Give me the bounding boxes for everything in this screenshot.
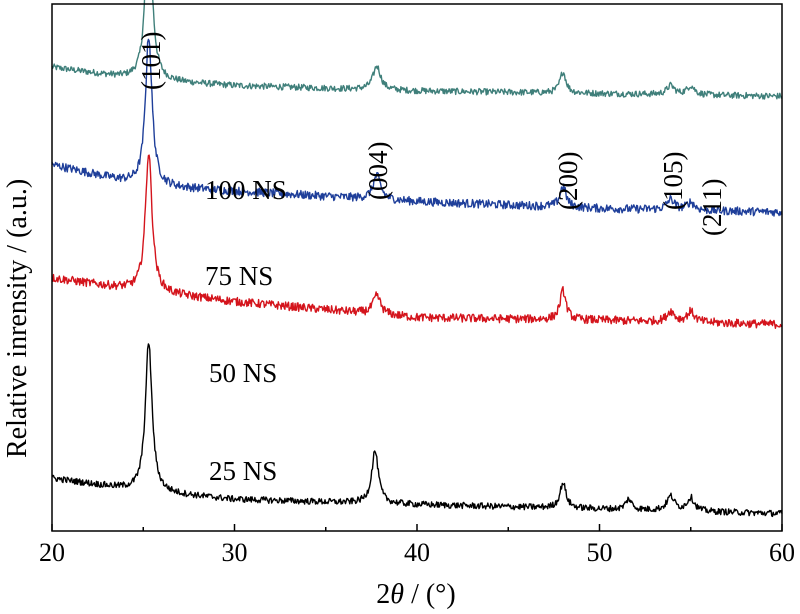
trace-25-ns	[51, 343, 783, 518]
peak-label: (211)	[697, 179, 727, 236]
trace-50-ns	[51, 154, 783, 329]
peak-label: (101)	[136, 32, 166, 90]
x-ticks-group: 20 30 40 50 60	[39, 524, 795, 567]
series-label: 50 NS	[209, 358, 277, 388]
x-axis-title: 2θ / (°)	[376, 579, 455, 610]
series-labels-group: 100 NS 75 NS 50 NS 25 NS	[205, 175, 287, 486]
series-label: 75 NS	[205, 261, 273, 291]
peak-labels-group: (101) (004) (200) (105) (211)	[136, 32, 727, 236]
x-tick-label: 60	[769, 538, 795, 567]
series-label: 25 NS	[209, 456, 277, 486]
trace-75-ns	[51, 38, 783, 217]
peak-label: (004)	[363, 142, 393, 200]
traces-group	[51, 0, 783, 518]
trace-100-ns	[51, 0, 783, 100]
x-tick-label: 20	[39, 538, 65, 567]
x-tick-label: 40	[404, 538, 430, 567]
x-tick-label: 50	[587, 538, 613, 567]
x-tick-label: 30	[222, 538, 248, 567]
peak-label: (200)	[553, 152, 583, 210]
series-label: 100 NS	[205, 175, 287, 205]
y-axis-title: Relative inrensity / (a.u.)	[2, 179, 33, 458]
peak-label: (105)	[658, 152, 688, 210]
